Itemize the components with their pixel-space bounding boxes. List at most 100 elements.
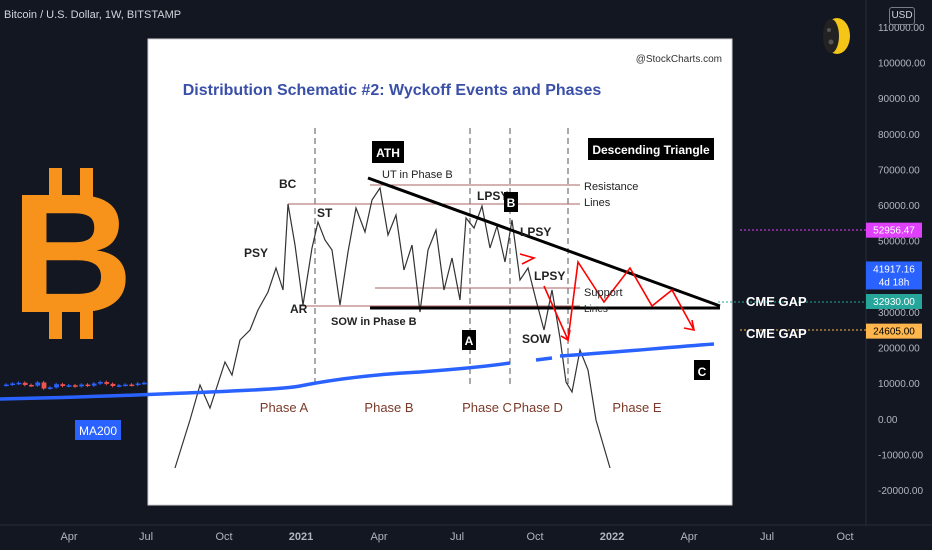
x-tick-label: Jul xyxy=(450,531,464,543)
price-marker-value: 41917.16 xyxy=(873,264,915,275)
moon-phase-icon xyxy=(823,18,850,54)
y-tick-label: 100000.00 xyxy=(878,59,926,70)
y-tick-label: 20000.00 xyxy=(878,344,920,355)
price-marker-box xyxy=(866,261,922,290)
projection-path xyxy=(543,259,695,343)
cme-gap-label-2: CME GAP xyxy=(746,326,807,341)
y-tick-label: 10000.00 xyxy=(878,379,920,390)
candle xyxy=(141,382,147,385)
phase-label: Phase D xyxy=(513,400,563,415)
candle xyxy=(123,384,128,387)
y-tick-label: 110000.00 xyxy=(878,23,925,34)
ma200-label: MA200 xyxy=(79,424,117,438)
x-tick-label: Oct xyxy=(836,531,853,543)
candle xyxy=(79,384,85,387)
bitcoin-logo-icon: B xyxy=(11,159,134,349)
y-tick-label: 90000.00 xyxy=(878,94,920,105)
phase-label: Phase B xyxy=(364,400,413,415)
lpsy-label-1: LPSY xyxy=(477,189,508,203)
descending-triangle-label: Descending Triangle xyxy=(592,143,710,157)
candle xyxy=(22,382,28,385)
resistance-label: Resistance xyxy=(584,181,638,193)
candle xyxy=(116,385,122,387)
wyckoff-price-path xyxy=(174,186,611,469)
candle xyxy=(41,382,47,389)
price-markers: 52956.47 41917.16 4d 18h 32930.00 24605.00 xyxy=(866,222,922,339)
support-label: Support xyxy=(584,287,623,299)
candle xyxy=(47,387,53,389)
lpsy-label-2: LPSY xyxy=(520,225,551,239)
ut-phase-b-label: UT in Phase B xyxy=(382,169,453,181)
candle xyxy=(4,384,9,387)
y-tick-label: 70000.00 xyxy=(878,165,920,176)
candle xyxy=(91,383,97,386)
price-marker-value: 24605.00 xyxy=(873,327,915,338)
bc-label: BC xyxy=(279,177,297,191)
candle xyxy=(110,383,116,387)
x-tick-label: Apr xyxy=(60,531,77,543)
inset-title: Distribution Schematic #2: Wyckoff Event… xyxy=(183,82,602,99)
a-label: A xyxy=(465,334,474,348)
phase-label: Phase C xyxy=(462,400,512,415)
x-tick-label: Oct xyxy=(215,531,232,543)
b-label: B xyxy=(507,196,516,210)
ma200-line-extension xyxy=(535,342,715,362)
x-tick-label: Apr xyxy=(680,531,697,543)
lpsy-label-3: LPSY xyxy=(534,269,565,283)
ath-label: ATH xyxy=(376,146,400,160)
price-axis[interactable]: 110000.00 100000.00 90000.00 80000.00 70000.… xyxy=(878,23,926,497)
candle xyxy=(35,382,41,386)
price-marker-value: 32930.00 xyxy=(873,297,915,308)
price-marker-box xyxy=(866,222,922,238)
svg-text:B: B xyxy=(11,159,134,349)
price-marker-box xyxy=(866,293,922,309)
x-tick-label: 2021 xyxy=(289,531,313,543)
x-tick-label: Jul xyxy=(139,531,153,543)
candle xyxy=(135,383,141,386)
currency-badge[interactable]: USD xyxy=(889,7,915,25)
sow-phase-b-label: SOW in Phase B xyxy=(331,316,417,328)
candle xyxy=(66,385,72,387)
support-lines-label: Lines xyxy=(584,304,608,315)
candle xyxy=(10,383,16,386)
y-tick-label: 50000.00 xyxy=(878,237,920,248)
candle xyxy=(104,382,110,384)
psy-label: PSY xyxy=(244,246,268,260)
candle xyxy=(54,384,59,388)
price-marker-countdown: 4d 18h xyxy=(879,277,910,288)
x-tick-label: Oct xyxy=(526,531,543,543)
x-tick-label: Jul xyxy=(760,531,774,543)
wyckoff-inset: @StockCharts.com Distribution Schematic … xyxy=(147,38,733,506)
sow-label: SOW xyxy=(522,332,551,346)
y-tick-label: -20000.00 xyxy=(878,486,923,497)
price-marker-box xyxy=(866,323,922,339)
x-tick-label: 2022 xyxy=(600,531,624,543)
phase-label: Phase E xyxy=(612,400,661,415)
candle xyxy=(29,384,34,387)
candle xyxy=(16,382,22,385)
y-tick-label: 80000.00 xyxy=(878,130,920,141)
phase-label: Phase A xyxy=(260,400,309,415)
y-tick-label: 30000.00 xyxy=(878,308,920,319)
ma200-line xyxy=(0,361,511,401)
triangle-resistance-line xyxy=(367,176,721,308)
resistance-lines-label: Lines xyxy=(584,197,611,209)
x-tick-label: Apr xyxy=(370,531,387,543)
c-label: C xyxy=(698,365,707,379)
y-tick-label: -10000.00 xyxy=(878,450,923,461)
candle xyxy=(129,384,135,387)
candle xyxy=(60,384,66,387)
ar-label: AR xyxy=(290,302,308,316)
candle xyxy=(85,384,91,387)
inset-credit: @StockCharts.com xyxy=(636,54,722,65)
st-label: ST xyxy=(317,206,333,220)
candle xyxy=(98,382,103,384)
symbol-header: Bitcoin / U.S. Dollar, 1W, BITSTAMP xyxy=(4,9,182,21)
y-tick-label: 0.00 xyxy=(878,415,898,426)
y-tick-label: 60000.00 xyxy=(878,201,920,212)
cme-gap-label-1: CME GAP xyxy=(746,294,807,309)
price-marker-value: 52956.47 xyxy=(873,226,915,237)
candle xyxy=(72,385,78,387)
time-axis[interactable]: Apr Jul Oct 2021 Apr Jul Oct 2022 Apr Jul Oct xyxy=(60,531,853,543)
